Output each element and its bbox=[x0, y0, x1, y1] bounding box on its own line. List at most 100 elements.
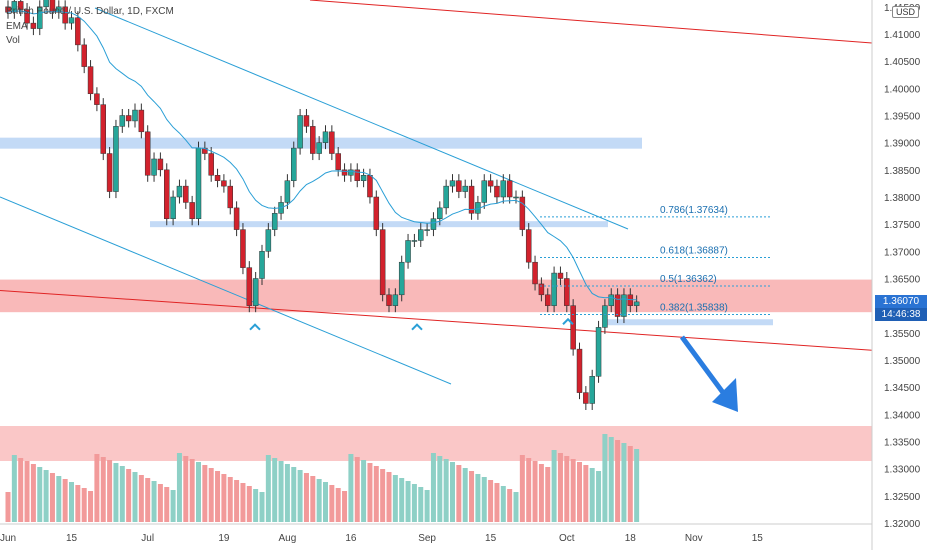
volume-bar bbox=[615, 440, 621, 522]
volume-bar bbox=[37, 467, 43, 522]
time-tick-label: 15 bbox=[485, 533, 497, 544]
candle-body bbox=[106, 153, 113, 192]
time-tick-label: Sep bbox=[418, 533, 436, 544]
volume-bar bbox=[380, 469, 386, 522]
price-axis-bg bbox=[872, 0, 932, 550]
candle-body bbox=[132, 109, 138, 122]
volume-bar bbox=[551, 450, 557, 522]
candle-body bbox=[11, 1, 18, 13]
candle-body bbox=[87, 66, 94, 95]
volume-bar bbox=[189, 459, 195, 522]
volume-bar bbox=[265, 455, 271, 522]
candle-body bbox=[386, 294, 392, 306]
candle-body bbox=[513, 196, 519, 199]
currency-badge[interactable]: USD bbox=[892, 6, 920, 18]
time-tick-label: Nov bbox=[685, 533, 703, 544]
volume-bar bbox=[538, 464, 544, 522]
candle-body bbox=[271, 213, 278, 230]
candle-body bbox=[310, 126, 316, 154]
time-tick-label: Aug bbox=[279, 533, 297, 544]
volume-bar bbox=[399, 478, 405, 522]
volume-bar bbox=[513, 492, 519, 522]
candle-body bbox=[367, 175, 373, 198]
candle-body bbox=[532, 261, 538, 285]
time-tick-label: 19 bbox=[218, 533, 230, 544]
volume-bar bbox=[627, 446, 633, 522]
time-axis[interactable]: Jun 15 Jul 19 Aug 16 Sep 15 Oct 18 Nov 15 bbox=[0, 523, 872, 544]
volume-bar bbox=[488, 480, 494, 522]
volume-bar bbox=[481, 477, 487, 522]
candle-body bbox=[189, 202, 195, 219]
price-axis[interactable]: 1.415001.410001.405001.400001.395001.390… bbox=[871, 0, 932, 550]
volume-bar bbox=[5, 492, 11, 522]
volume-bar bbox=[62, 479, 68, 522]
candle-body bbox=[297, 115, 303, 149]
time-tick-label: Jun bbox=[0, 533, 16, 544]
candle-body bbox=[157, 158, 164, 171]
price-tick-label: 1.32500 bbox=[884, 492, 921, 503]
candle-body bbox=[589, 376, 595, 404]
candle-body bbox=[68, 17, 75, 24]
candle-body bbox=[468, 185, 475, 214]
volume-bar bbox=[532, 461, 538, 522]
last-price-tag: 1.36070 bbox=[875, 295, 927, 308]
upper-blue-channel bbox=[94, 7, 629, 230]
candle-body bbox=[341, 169, 348, 176]
candle-body bbox=[195, 147, 202, 219]
volume-bar bbox=[88, 491, 94, 522]
volume-bar bbox=[202, 465, 208, 522]
volume-bar bbox=[113, 463, 119, 522]
price-tick-label: 1.35500 bbox=[884, 329, 921, 340]
candle-body bbox=[602, 305, 608, 328]
candle-body bbox=[608, 294, 614, 306]
volume-bar bbox=[424, 490, 430, 522]
volume-bar bbox=[176, 453, 182, 522]
candle-body bbox=[557, 272, 564, 279]
volume-bar bbox=[469, 471, 475, 522]
candle-body bbox=[538, 283, 545, 296]
candle-body bbox=[506, 180, 513, 198]
volume-bar bbox=[183, 456, 189, 522]
price-tick-label: 1.33500 bbox=[884, 438, 921, 449]
volume-bar bbox=[126, 469, 132, 522]
candle-body bbox=[621, 294, 627, 317]
volume-bar bbox=[227, 477, 233, 522]
swing-low-marker bbox=[249, 323, 261, 331]
bearish-arrow-head bbox=[712, 378, 738, 412]
volume-bar bbox=[570, 459, 576, 522]
volume-bar bbox=[208, 468, 214, 522]
volume-bar bbox=[297, 470, 303, 522]
candles-layer bbox=[5, 0, 640, 410]
candle-body bbox=[221, 180, 227, 187]
candle-body bbox=[551, 272, 557, 306]
candle-body bbox=[265, 229, 272, 252]
price-tick-label: 1.37500 bbox=[884, 220, 921, 231]
candle-body bbox=[373, 196, 380, 230]
volume-bar bbox=[107, 460, 113, 522]
candle-body bbox=[545, 294, 551, 306]
candle-body bbox=[583, 392, 589, 404]
time-tick-label: 16 bbox=[345, 533, 357, 544]
volume-bar bbox=[621, 443, 627, 522]
volume-bar bbox=[494, 483, 500, 522]
candle-body bbox=[24, 9, 30, 24]
volume-bar bbox=[240, 483, 246, 522]
volume-bar bbox=[557, 453, 563, 522]
volume-bar bbox=[608, 437, 614, 522]
price-tick-label: 1.41000 bbox=[884, 30, 921, 41]
candle-body bbox=[119, 115, 126, 127]
volume-bar bbox=[583, 465, 589, 522]
candle-body bbox=[462, 185, 468, 192]
volume-bar bbox=[564, 456, 570, 522]
candle-body bbox=[138, 109, 145, 133]
candle-body bbox=[252, 278, 259, 306]
candle-body bbox=[570, 305, 576, 350]
volume-bar bbox=[170, 490, 176, 522]
volume-bar bbox=[259, 492, 265, 522]
volume-bar bbox=[221, 474, 227, 522]
candle-body bbox=[316, 142, 322, 154]
candle-body bbox=[614, 294, 621, 317]
volume-bar bbox=[456, 465, 462, 522]
candle-body bbox=[214, 175, 221, 181]
